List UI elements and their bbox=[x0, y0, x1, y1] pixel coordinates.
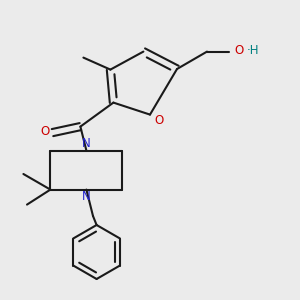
Text: O: O bbox=[40, 125, 49, 138]
Text: N: N bbox=[82, 137, 91, 150]
Text: N: N bbox=[82, 190, 91, 203]
Text: O: O bbox=[154, 113, 164, 127]
Text: ·H: ·H bbox=[247, 44, 259, 58]
Text: O: O bbox=[234, 44, 243, 58]
